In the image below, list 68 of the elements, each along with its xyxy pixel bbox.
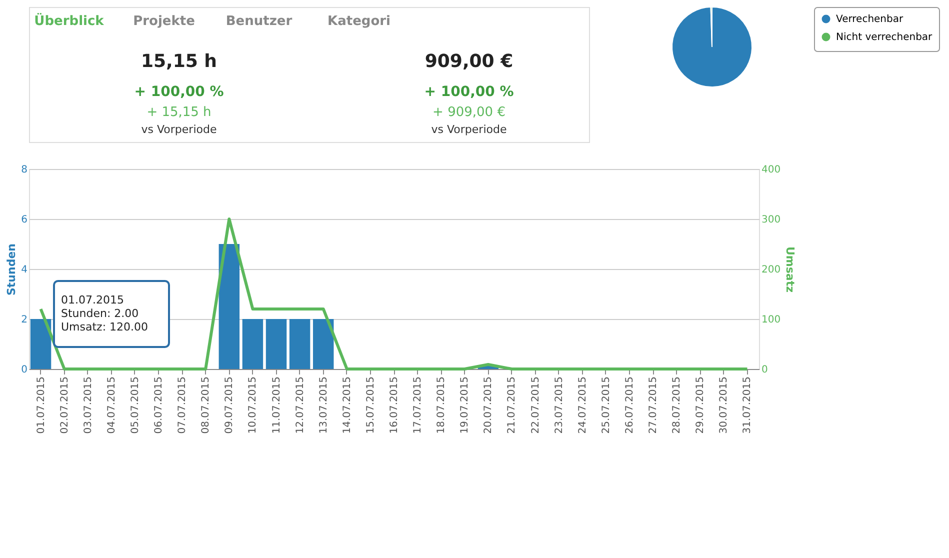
x-tick-label: 14.07.2015 — [342, 376, 353, 434]
legend-label: Nicht verrechenbar — [836, 32, 934, 43]
line-series — [39, 218, 749, 370]
x-tick-label: 08.07.2015 — [200, 376, 212, 434]
x-tick-label: 15.07.2015 — [365, 376, 376, 434]
x-tick-label: 28.07.2015 — [672, 376, 683, 434]
y2-tick-label: 0 — [762, 364, 768, 376]
annotation: Umsatz: 120.00 — [61, 320, 148, 334]
y2-axis-title: Umsatz — [784, 246, 797, 293]
text: 909,00 € — [424, 51, 514, 72]
x-tick-label: 26.07.2015 — [624, 376, 636, 434]
x-tick-label: 21.07.2015 — [506, 376, 518, 434]
x-tick-label: 10.07.2015 — [248, 376, 259, 434]
x-tick-label: 04.07.2015 — [106, 376, 118, 434]
x-tick-label: 06.07.2015 — [154, 376, 165, 434]
legend-label: Verrechenbar — [836, 14, 904, 25]
x-tick-label: 22.07.2015 — [530, 376, 542, 434]
text: Benutzer — [226, 14, 293, 29]
bar — [289, 319, 310, 369]
y-tick-label: 2 — [21, 314, 28, 326]
bar — [218, 244, 240, 369]
x-tick-label: 25.07.2015 — [600, 376, 612, 434]
bar — [266, 319, 287, 369]
y2-tick-label: 400 — [762, 164, 781, 176]
x-tick-label: 24.07.2015 — [577, 376, 588, 434]
text: Überblick — [34, 12, 104, 29]
x-tick-label: 07.07.2015 — [177, 376, 188, 434]
text: Kategori — [328, 14, 390, 29]
text: + 15,15 h — [146, 105, 212, 120]
text: + 909,00 € — [432, 105, 506, 120]
bar — [30, 319, 52, 369]
x-tick-label: 11.07.2015 — [271, 376, 282, 434]
x-tick-label: 13.07.2015 — [318, 376, 330, 434]
text: Projekte — [133, 14, 196, 29]
y-tick-label: 6 — [21, 214, 28, 226]
text: vs Vorperiode — [141, 123, 217, 136]
y-tick-label: 0 — [21, 364, 28, 376]
y-tick-label: 8 — [21, 164, 28, 176]
annotation: Stunden: 2.00 — [61, 307, 139, 320]
x-tick-label: 03.07.2015 — [82, 376, 94, 434]
annotation: 01.07.2015 — [61, 294, 124, 307]
x-tick-label: 12.07.2015 — [294, 376, 306, 434]
pie-slice — [672, 6, 752, 88]
text: + 100,00 % — [134, 84, 224, 100]
y-axis-title: Stunden — [5, 243, 18, 296]
x-tick-label: 27.07.2015 — [648, 376, 660, 434]
x-tick-label: 29.07.2015 — [695, 376, 706, 434]
x-tick-label: 17.07.2015 — [412, 376, 424, 434]
bar — [312, 319, 334, 369]
bar — [242, 319, 264, 369]
text: 15,15 h — [140, 51, 218, 72]
y2-tick-label: 100 — [762, 314, 781, 326]
x-tick-label: 19.07.2015 — [460, 376, 471, 434]
x-tick-label: 30.07.2015 — [718, 376, 730, 434]
y-tick-label: 4 — [21, 264, 28, 276]
text: vs Vorperiode — [431, 123, 507, 136]
x-tick-label: 02.07.2015 — [59, 376, 70, 434]
x-tick-label: 16.07.2015 — [389, 376, 400, 434]
x-tick-label: 05.07.2015 — [130, 376, 141, 434]
x-tick-label: 18.07.2015 — [436, 376, 448, 434]
x-tick-label: 31.07.2015 — [742, 376, 754, 434]
x-tick-label: 09.07.2015 — [224, 376, 236, 434]
x-tick-label: 23.07.2015 — [554, 376, 565, 434]
y2-tick-label: 200 — [762, 264, 781, 276]
text: + 100,00 % — [424, 84, 514, 100]
y2-tick-label: 300 — [762, 214, 781, 226]
x-tick-label: 20.07.2015 — [483, 376, 494, 434]
x-tick-label: 01.07.2015 — [36, 376, 47, 434]
